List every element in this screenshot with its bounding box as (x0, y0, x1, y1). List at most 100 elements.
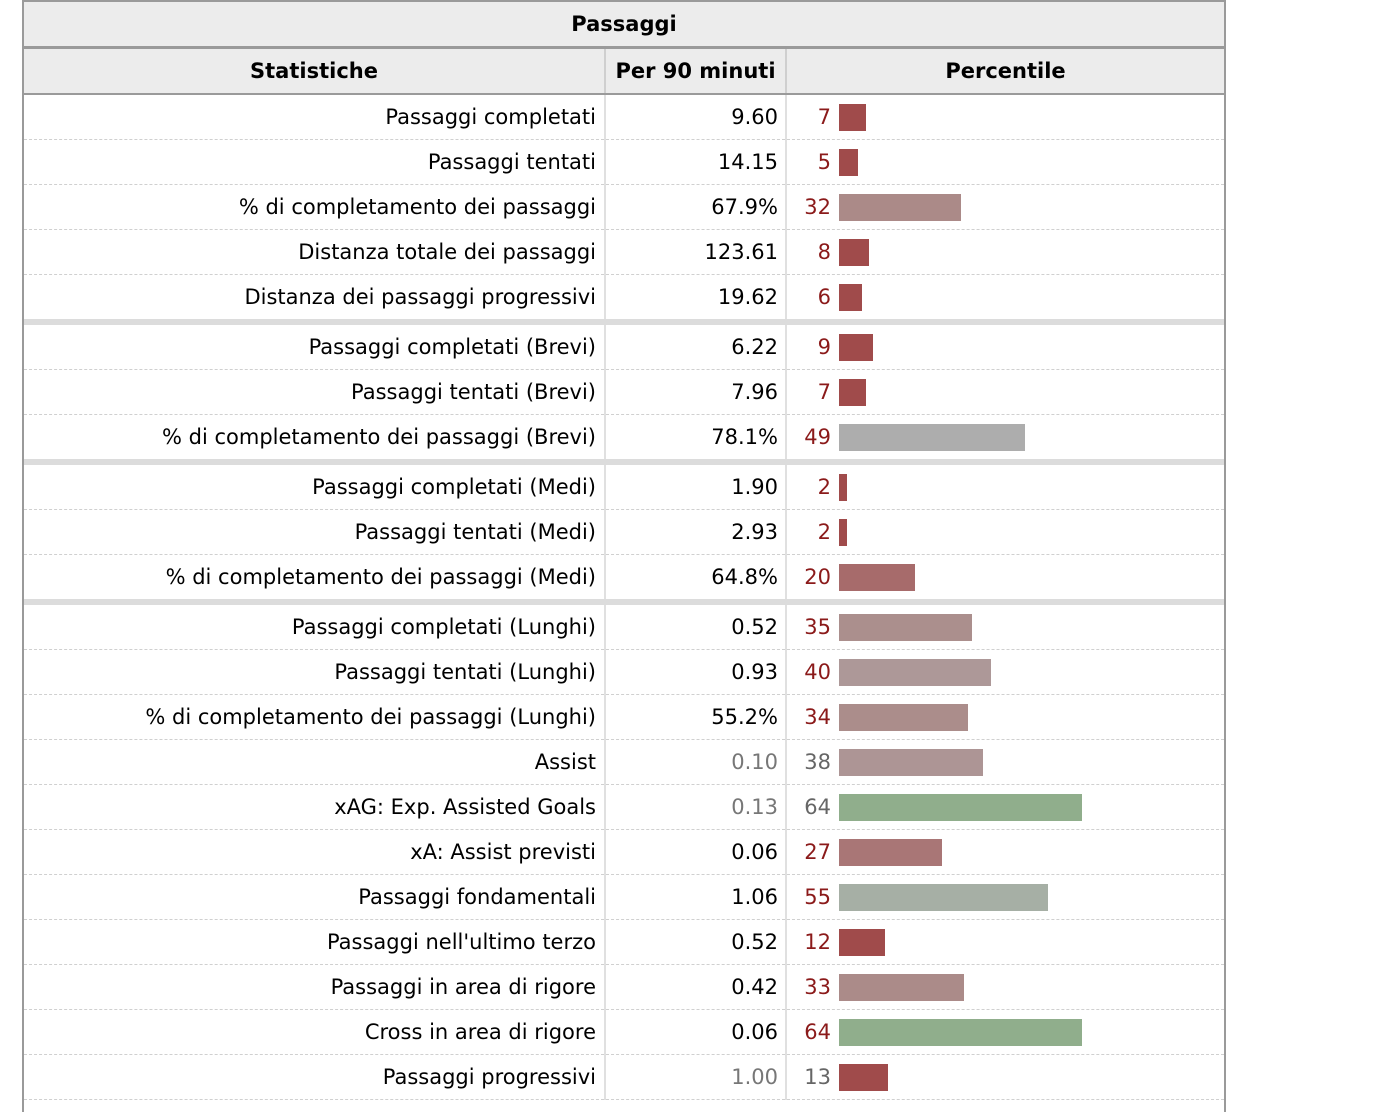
percentile-value: 32 (804, 195, 831, 219)
per-90-value: 0.93 (604, 649, 786, 695)
stat-name: % di completamento dei passaggi (Medi) (24, 554, 605, 603)
percentile-wrap: 8 (787, 230, 1224, 274)
percentile-value: 12 (804, 930, 831, 954)
table-row: Passaggi progressivi 1.00 13 (24, 1054, 1225, 1100)
percentile-bar (839, 423, 1025, 451)
per-90-value: 67.9% (604, 184, 786, 230)
stat-name: Passaggi tentati (Medi) (24, 509, 605, 555)
percentile-bar (839, 613, 972, 641)
header-statistiche[interactable]: Statistiche (24, 47, 605, 95)
percentile-value: 35 (804, 615, 831, 639)
stat-name: Passaggi tentati (Brevi) (24, 369, 605, 415)
stat-name: Passaggi progressivi (24, 1054, 605, 1100)
table-row: Passaggi completati (Medi) 1.90 2 (24, 459, 1225, 510)
percentile-cell: 64 (784, 784, 1225, 830)
percentile-bar (839, 1063, 888, 1091)
per-90-value: 0.52 (604, 599, 786, 650)
percentile-cell: 34 (784, 694, 1225, 740)
table-row: Distanza dei passaggi progressivi 19.62 6 (24, 274, 1225, 323)
percentile-wrap: 12 (787, 920, 1224, 964)
per-90-value: 9.60 (604, 94, 786, 140)
percentile-wrap: 40 (787, 650, 1224, 694)
per-90-value: 1.00 (604, 1054, 786, 1100)
percentile-bar (839, 148, 858, 176)
percentile-wrap: 55 (787, 875, 1224, 919)
per-90-value: 6.22 (604, 319, 786, 370)
percentile-bar (839, 518, 847, 546)
percentile-value: 7 (817, 105, 831, 129)
header-per-90-minuti[interactable]: Per 90 minuti (604, 47, 786, 95)
percentile-value: 5 (817, 150, 831, 174)
percentile-cell: 7 (784, 94, 1225, 140)
percentile-value: 55 (804, 885, 831, 909)
table-header-row: Statistiche Per 90 minuti Percentile (24, 47, 1225, 95)
percentile-value: 9 (817, 335, 831, 359)
header-percentile[interactable]: Percentile (784, 47, 1225, 95)
stats-table: Passaggi Statistiche Per 90 minuti Perce… (24, 0, 1225, 1100)
percentile-bar (839, 748, 983, 776)
percentile-wrap: 2 (787, 465, 1224, 509)
table-row: Passaggi tentati (Lunghi) 0.93 40 (24, 649, 1225, 695)
percentile-bar (839, 793, 1082, 821)
percentile-cell: 49 (784, 414, 1225, 463)
stat-name: Passaggi tentati (24, 139, 605, 185)
table-row: Assist 0.10 38 (24, 739, 1225, 785)
percentile-value: 13 (804, 1065, 831, 1089)
table-row: xA: Assist previsti 0.06 27 (24, 829, 1225, 875)
per-90-value: 1.90 (604, 459, 786, 510)
percentile-value: 2 (817, 520, 831, 544)
per-90-value: 55.2% (604, 694, 786, 740)
stat-name: % di completamento dei passaggi (Brevi) (24, 414, 605, 463)
percentile-cell: 6 (784, 274, 1225, 323)
percentile-wrap: 32 (787, 185, 1224, 229)
percentile-value: 6 (817, 285, 831, 309)
per-90-value: 7.96 (604, 369, 786, 415)
percentile-value: 33 (804, 975, 831, 999)
stat-name: xAG: Exp. Assisted Goals (24, 784, 605, 830)
stat-name: Passaggi completati (Brevi) (24, 319, 605, 370)
stat-name: Passaggi fondamentali (24, 874, 605, 920)
per-90-value: 1.06 (604, 874, 786, 920)
percentile-bar (839, 838, 942, 866)
percentile-wrap: 7 (787, 370, 1224, 414)
table-row: % di completamento dei passaggi (Medi) 64… (24, 554, 1225, 603)
per-90-value: 0.13 (604, 784, 786, 830)
stat-name: Assist (24, 739, 605, 785)
per-90-value: 2.93 (604, 509, 786, 555)
percentile-cell: 2 (784, 459, 1225, 510)
percentile-value: 27 (804, 840, 831, 864)
percentile-wrap: 13 (787, 1055, 1224, 1099)
percentile-value: 2 (817, 475, 831, 499)
percentile-value: 8 (817, 240, 831, 264)
table-row: Passaggi fondamentali 1.06 55 (24, 874, 1225, 920)
percentile-cell: 5 (784, 139, 1225, 185)
stat-name: % di completamento dei passaggi (24, 184, 605, 230)
percentile-cell: 12 (784, 919, 1225, 965)
percentile-value: 20 (804, 565, 831, 589)
percentile-cell: 64 (784, 1009, 1225, 1055)
stat-name: Distanza totale dei passaggi (24, 229, 605, 275)
per-90-value: 19.62 (604, 274, 786, 323)
per-90-value: 0.42 (604, 964, 786, 1010)
table-row: % di completamento dei passaggi 67.9% 32 (24, 184, 1225, 230)
table-title: Passaggi (24, 0, 1225, 49)
percentile-bar (839, 103, 866, 131)
percentile-bar (839, 283, 862, 311)
percentile-cell: 20 (784, 554, 1225, 603)
percentile-wrap: 34 (787, 695, 1224, 739)
per-90-value: 0.52 (604, 919, 786, 965)
per-90-value: 123.61 (604, 229, 786, 275)
percentile-value: 34 (804, 705, 831, 729)
stat-name: % di completamento dei passaggi (Lunghi) (24, 694, 605, 740)
percentile-cell: 9 (784, 319, 1225, 370)
stat-name: Passaggi in area di rigore (24, 964, 605, 1010)
percentile-wrap: 35 (787, 605, 1224, 649)
per-90-value: 0.10 (604, 739, 786, 785)
percentile-bar (839, 883, 1048, 911)
percentile-bar (839, 928, 885, 956)
table-row: Passaggi tentati 14.15 5 (24, 139, 1225, 185)
percentile-bar (839, 563, 915, 591)
percentile-wrap: 33 (787, 965, 1224, 1009)
percentile-bar (839, 658, 991, 686)
percentile-cell: 2 (784, 509, 1225, 555)
